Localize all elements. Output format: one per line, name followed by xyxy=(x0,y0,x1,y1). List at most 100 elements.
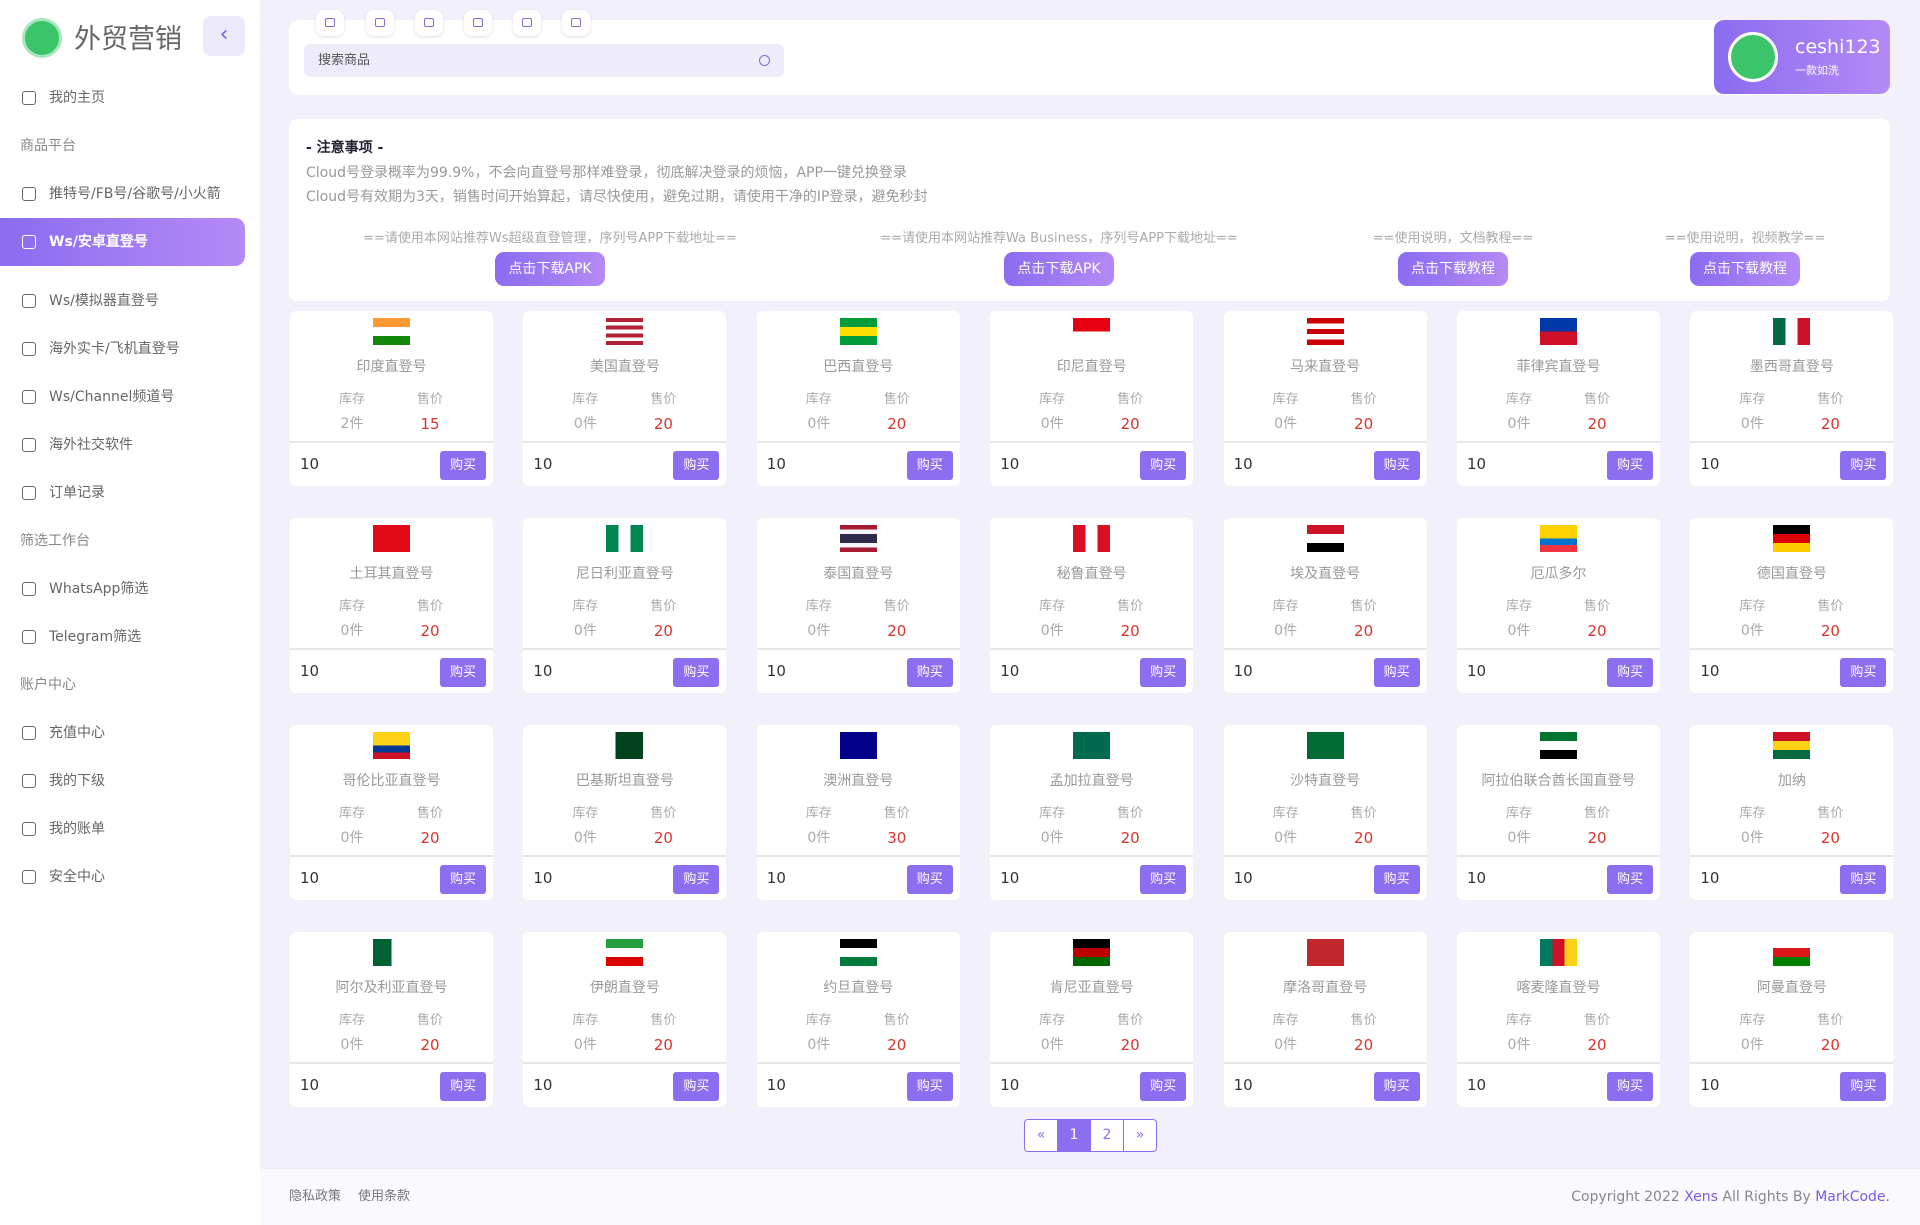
buy-button[interactable]: 购买 xyxy=(1607,865,1653,894)
product-card: 阿拉伯联合酋长国直登号 库存 售价 0件 20 10 购买 xyxy=(1457,725,1660,900)
quantity[interactable]: 10 xyxy=(533,662,553,680)
copyright-link[interactable]: Xens xyxy=(1684,1189,1718,1205)
page-button[interactable]: » xyxy=(1123,1119,1157,1152)
nav-link[interactable]: 海外社交软件 xyxy=(49,437,133,453)
quantity[interactable]: 10 xyxy=(1700,662,1720,680)
buy-button[interactable]: 购买 xyxy=(673,1072,720,1101)
buy-button[interactable]: 购买 xyxy=(1140,658,1187,687)
buy-button[interactable]: 购买 xyxy=(1840,451,1887,480)
download-button[interactable]: 点击下载APK xyxy=(495,252,605,286)
download-button[interactable]: 点击下载教程 xyxy=(1690,252,1800,286)
buy-button[interactable]: 购买 xyxy=(1607,451,1653,480)
flag xyxy=(839,318,877,345)
quantity[interactable]: 10 xyxy=(1233,869,1253,887)
quantity[interactable]: 10 xyxy=(300,662,320,680)
buy-button[interactable]: 购买 xyxy=(906,658,953,687)
quantity[interactable]: 10 xyxy=(1233,662,1253,680)
quantity[interactable]: 10 xyxy=(533,869,553,887)
download-button[interactable]: 点击下载APK xyxy=(1004,252,1114,286)
nav-link[interactable]: Ws/安卓直登号 xyxy=(49,234,148,250)
quantity[interactable]: 10 xyxy=(1700,1076,1720,1094)
nav-link[interactable]: Ws/Channel频道号 xyxy=(49,389,175,405)
nav-link[interactable]: 我的账单 xyxy=(49,821,105,837)
quantity[interactable]: 10 xyxy=(1467,455,1487,473)
quantity[interactable]: 10 xyxy=(766,869,786,887)
buy-button[interactable]: 购买 xyxy=(440,451,486,480)
quantity[interactable]: 10 xyxy=(766,455,786,473)
page-button[interactable]: 2 xyxy=(1090,1119,1124,1152)
flag xyxy=(373,939,410,966)
footer-link[interactable]: 隐私政策 xyxy=(289,1189,342,1204)
quantity[interactable]: 10 xyxy=(533,455,553,473)
quantity[interactable]: 10 xyxy=(766,1076,786,1094)
nav-tab[interactable] xyxy=(415,10,443,36)
nav-link[interactable]: 推特号/FB号/谷歌号/小火箭 xyxy=(49,186,221,202)
price-label: 售价 xyxy=(1583,599,1610,614)
quantity[interactable]: 10 xyxy=(300,1076,320,1094)
buy-button[interactable]: 购买 xyxy=(440,658,486,687)
buy-button[interactable]: 购买 xyxy=(1373,451,1420,480)
buy-button[interactable]: 购买 xyxy=(1373,1072,1420,1101)
flag xyxy=(373,525,410,552)
buy-button[interactable]: 购买 xyxy=(1840,658,1887,687)
stock-label: 库存 xyxy=(1039,1013,1066,1028)
collapse-button[interactable]: ‹ xyxy=(203,16,245,56)
quantity[interactable]: 10 xyxy=(1467,1076,1487,1094)
buy-button[interactable]: 购买 xyxy=(1373,865,1420,894)
nav-tab[interactable] xyxy=(316,10,344,36)
quantity[interactable]: 10 xyxy=(300,869,320,887)
buy-button[interactable]: 购买 xyxy=(1140,451,1187,480)
user-card[interactable]: ceshi123 一款如洗 xyxy=(1714,20,1890,94)
buy-button[interactable]: 购买 xyxy=(906,865,953,894)
nav-link[interactable]: 充值中心 xyxy=(49,725,105,741)
quantity[interactable]: 10 xyxy=(1000,869,1020,887)
nav-link[interactable]: 安全中心 xyxy=(49,869,105,885)
quantity[interactable]: 10 xyxy=(1233,455,1253,473)
buy-button[interactable]: 购买 xyxy=(1840,865,1887,894)
download-button[interactable]: 点击下载教程 xyxy=(1398,252,1508,286)
quantity[interactable]: 10 xyxy=(1000,662,1020,680)
buy-button[interactable]: 购买 xyxy=(1840,1072,1887,1101)
stock-label: 库存 xyxy=(338,392,365,407)
quantity[interactable]: 10 xyxy=(1233,1076,1253,1094)
quantity[interactable]: 10 xyxy=(533,1076,553,1094)
price-value: 20 xyxy=(1820,1036,1840,1054)
buy-button[interactable]: 购买 xyxy=(1607,658,1653,687)
quantity[interactable]: 10 xyxy=(1000,455,1020,473)
quantity[interactable]: 10 xyxy=(1700,455,1720,473)
nav-tab[interactable] xyxy=(513,10,541,36)
buy-button[interactable]: 购买 xyxy=(906,1072,953,1101)
quantity[interactable]: 10 xyxy=(300,455,320,473)
nav-link[interactable]: WhatsApp筛选 xyxy=(49,581,149,597)
footer-link[interactable]: 使用条款 xyxy=(358,1189,411,1204)
page-button[interactable]: « xyxy=(1024,1119,1058,1152)
quantity[interactable]: 10 xyxy=(1467,869,1487,887)
search-box[interactable]: 搜索商品 xyxy=(304,44,784,77)
nav-link[interactable]: 我的主页 xyxy=(49,90,105,106)
nav-link[interactable]: Telegram筛选 xyxy=(49,629,142,645)
buy-button[interactable]: 购买 xyxy=(1140,865,1187,894)
quantity[interactable]: 10 xyxy=(1700,869,1720,887)
nav-link[interactable]: Ws/模拟器直登号 xyxy=(49,293,159,309)
buy-button[interactable]: 购买 xyxy=(440,865,486,894)
nav-tab[interactable] xyxy=(366,10,394,36)
quantity[interactable]: 10 xyxy=(766,662,786,680)
stock-label: 库存 xyxy=(1039,392,1066,407)
nav-tab[interactable] xyxy=(562,10,590,36)
buy-button[interactable]: 购买 xyxy=(673,865,720,894)
nav-link[interactable]: 订单记录 xyxy=(49,485,105,501)
nav-link[interactable]: 海外实卡/飞机直登号 xyxy=(49,341,180,357)
quantity[interactable]: 10 xyxy=(1000,1076,1020,1094)
buy-button[interactable]: 购买 xyxy=(673,451,720,480)
nav-tab[interactable] xyxy=(464,10,492,36)
copyright-link[interactable]: MarkCode. xyxy=(1815,1189,1890,1205)
quantity[interactable]: 10 xyxy=(1467,662,1487,680)
buy-button[interactable]: 购买 xyxy=(1607,1072,1653,1101)
page-button[interactable]: 1 xyxy=(1057,1119,1091,1152)
buy-button[interactable]: 购买 xyxy=(673,658,720,687)
buy-button[interactable]: 购买 xyxy=(440,1072,486,1101)
buy-button[interactable]: 购买 xyxy=(1140,1072,1187,1101)
buy-button[interactable]: 购买 xyxy=(1373,658,1420,687)
nav-link[interactable]: 我的下级 xyxy=(49,773,105,789)
buy-button[interactable]: 购买 xyxy=(906,451,953,480)
